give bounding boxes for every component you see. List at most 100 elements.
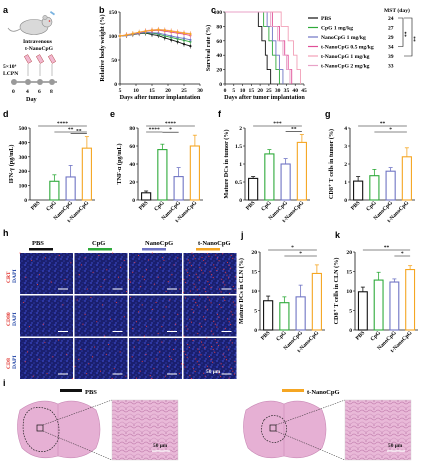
x-tick-label: 20 <box>165 88 171 94</box>
red-signal <box>90 297 92 299</box>
red-signal <box>222 281 224 283</box>
red-signal <box>187 344 189 346</box>
red-signal <box>120 266 122 268</box>
data-point <box>189 38 192 41</box>
day-tick: 6 <box>38 89 41 95</box>
x-tick-label: 5 <box>232 88 235 94</box>
red-signal <box>76 299 78 301</box>
red-signal <box>74 365 76 367</box>
sig-label: **** <box>57 121 68 127</box>
y-axis-label: CD8⁺ T cells in tumor (%) <box>328 129 335 199</box>
red-signal <box>119 351 121 353</box>
red-signal <box>201 256 203 259</box>
red-signal <box>175 339 177 341</box>
category-label: PBS <box>350 200 362 212</box>
red-signal <box>82 323 84 325</box>
red-signal <box>190 321 192 323</box>
red-signal <box>23 301 25 304</box>
x-tick-label: 15 <box>249 88 255 94</box>
sig-label: * <box>291 245 294 251</box>
bar <box>385 170 396 201</box>
red-signal <box>203 372 205 374</box>
category-label: CpG <box>260 200 273 213</box>
drug-label: t-NanoCpG <box>25 46 54 52</box>
y-tick-label: 0 <box>344 198 347 204</box>
panel-e-label: e <box>110 109 115 119</box>
row-stain: DAPI <box>12 312 18 326</box>
bar <box>357 291 368 331</box>
red-signal <box>169 355 171 358</box>
red-signal <box>134 261 136 263</box>
cells-name: LCPN <box>3 71 18 77</box>
y-tick-label: 20 <box>129 180 135 186</box>
red-signal <box>191 308 193 310</box>
red-signal <box>175 323 177 325</box>
red-signal <box>210 302 212 304</box>
red-signal <box>133 346 135 348</box>
red-signal <box>36 284 39 286</box>
red-signal <box>185 269 187 271</box>
red-signal <box>220 363 222 365</box>
red-signal <box>228 321 230 323</box>
fluorescence-image <box>20 295 73 337</box>
i-scale-right: 50 μm <box>388 443 403 449</box>
red-signal <box>145 353 147 355</box>
fluorescence-image <box>129 253 182 294</box>
red-signal <box>187 328 189 330</box>
y-axis-label: IFN-γ (pg/mL) <box>8 145 15 184</box>
red-signal <box>210 286 212 288</box>
col-header-nanocpg: NanoCpG <box>145 240 173 247</box>
red-signal <box>232 314 234 316</box>
red-signal <box>148 259 150 261</box>
survival-curve <box>225 11 291 84</box>
y-tick-label: 3 <box>344 144 347 150</box>
red-signal <box>32 375 34 377</box>
red-signal <box>88 363 90 365</box>
category-label: CpG <box>45 200 58 213</box>
red-signal <box>234 360 236 362</box>
red-signal <box>100 286 102 288</box>
red-signal <box>137 311 140 313</box>
red-signal <box>106 269 108 271</box>
category-label: PBS <box>355 330 367 342</box>
category-label: PBS <box>30 200 42 212</box>
he-zoom-tnanocpg <box>344 399 412 461</box>
red-signal <box>218 316 220 318</box>
red-signal <box>137 339 139 341</box>
red-signal <box>207 296 209 298</box>
fluorescence-image <box>183 295 237 337</box>
y-tick-label: 1 <box>239 162 242 168</box>
red-signal <box>172 348 175 351</box>
y-tick-label: 15 <box>251 270 257 276</box>
y-tick-label: 60 <box>216 39 222 45</box>
red-signal <box>188 346 190 348</box>
y-tick-label: 2 <box>344 162 347 168</box>
red-signal <box>104 279 106 281</box>
sig-label: ** <box>413 36 419 42</box>
red-signal <box>102 304 104 306</box>
data-point <box>163 29 166 32</box>
red-signal <box>200 269 203 271</box>
day-dot <box>49 79 55 85</box>
sig-bracket <box>404 17 413 57</box>
x-axis-label: Days after tumor implantation <box>120 94 201 101</box>
y-axis-label: CD8⁺ T cells in CLN (%) <box>333 258 340 325</box>
red-signal <box>225 359 227 361</box>
red-signal <box>161 326 163 328</box>
x-axis-label: Days after tumor implantation <box>224 94 305 101</box>
red-signal <box>232 370 234 372</box>
panel-c-label: c <box>211 5 216 15</box>
legend-entry: t-NanoCpG 0.5 mg/kg <box>321 45 374 51</box>
red-signal <box>208 355 211 358</box>
red-signal <box>214 267 216 269</box>
red-signal <box>220 306 222 308</box>
red-signal <box>184 366 186 368</box>
y-tick-label: 5 <box>254 309 257 315</box>
x-tick-label: 10 <box>133 88 139 94</box>
legend-entry: NanoCpG 1 mg/kg <box>321 35 366 41</box>
red-signal <box>167 281 169 283</box>
red-signal <box>141 304 143 306</box>
